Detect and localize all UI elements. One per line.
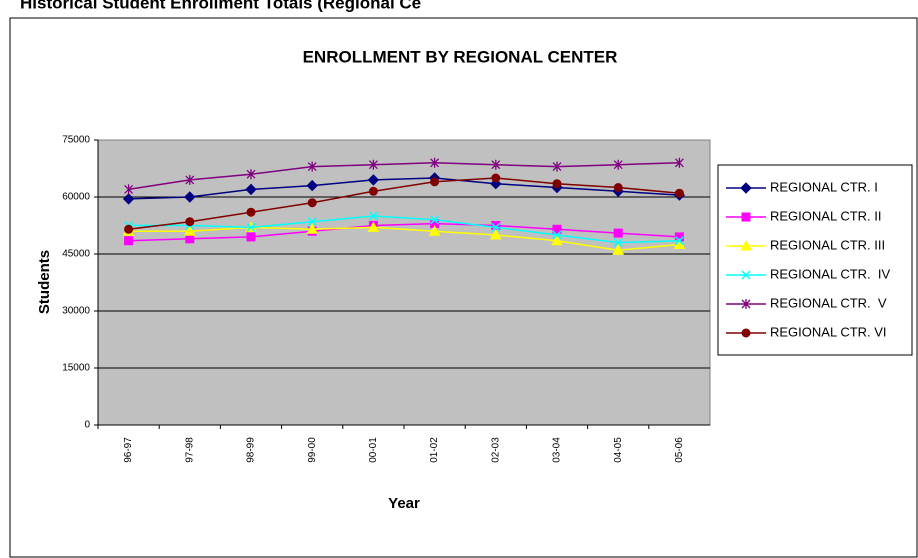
marker [124, 184, 134, 195]
legend-label: REGIONAL CTR. IV [770, 266, 890, 281]
marker [613, 159, 623, 170]
marker [489, 228, 502, 240]
marker [245, 183, 257, 196]
x-axis-label: Year [388, 495, 420, 512]
marker [124, 224, 134, 234]
x-tick-label: 04-05 [613, 437, 624, 463]
x-tick-label: 96-97 [123, 437, 134, 463]
marker [368, 211, 378, 221]
y-tick-label: 15000 [62, 363, 90, 374]
legend-label: REGIONAL CTR. V [770, 295, 887, 310]
marker [613, 238, 623, 248]
series-line [128, 177, 680, 231]
marker [307, 198, 317, 208]
marker [183, 225, 196, 236]
y-tick-label: 0 [84, 420, 90, 431]
marker [612, 244, 625, 255]
x-tick-label: 98-99 [246, 437, 257, 463]
series-line [128, 226, 680, 251]
series-line [128, 222, 680, 242]
y-tick-label: 45000 [62, 249, 90, 260]
marker [368, 159, 378, 170]
marker [674, 188, 684, 198]
legend-label: REGIONAL CTR. I [770, 179, 878, 194]
marker [246, 169, 256, 180]
marker [430, 215, 440, 225]
y-tick-label: 60000 [62, 192, 90, 203]
marker [185, 234, 195, 244]
marker [741, 299, 751, 309]
marker [367, 221, 380, 232]
marker [741, 328, 751, 338]
marker [185, 174, 195, 185]
page-caption: Historical Student Enrollment Totals (Re… [20, 0, 421, 12]
marker [552, 224, 562, 234]
series-line [128, 215, 680, 244]
marker [740, 239, 752, 251]
marker [246, 232, 256, 242]
marker [368, 186, 378, 196]
marker [552, 161, 562, 172]
marker [307, 217, 317, 227]
marker [491, 173, 501, 183]
x-tick-label: 05-06 [674, 437, 685, 463]
marker [246, 222, 256, 232]
series-line [128, 162, 680, 191]
marker [491, 222, 501, 232]
marker [184, 191, 196, 203]
marker [741, 270, 751, 280]
legend-label: REGIONAL CTR. II [770, 208, 881, 223]
marker [428, 225, 441, 236]
marker [552, 230, 562, 240]
marker [122, 193, 135, 205]
series-line [128, 177, 680, 200]
marker [430, 177, 440, 187]
marker [741, 212, 751, 222]
marker [306, 179, 318, 192]
marker [740, 182, 752, 194]
x-tick-label: 97-98 [184, 437, 195, 463]
marker [674, 157, 684, 168]
x-tick-label: 01-02 [429, 437, 440, 463]
marker [552, 179, 562, 189]
marker [307, 161, 317, 172]
marker [613, 183, 623, 192]
x-tick-label: 03-04 [552, 437, 563, 463]
legend-label: REGIONAL CTR. III [770, 237, 885, 252]
marker [246, 207, 256, 217]
x-tick-label: 02-03 [490, 437, 501, 463]
marker [185, 217, 195, 227]
legend [717, 164, 913, 356]
legend-label: REGIONAL CTR. VI [770, 324, 887, 339]
chart-title: ENROLLMENT BY REGIONAL CENTER [303, 47, 618, 66]
x-tick-label: 99-00 [307, 437, 318, 463]
marker [430, 157, 440, 168]
marker [367, 174, 380, 186]
marker [551, 234, 563, 246]
x-tick-label: 00-01 [368, 437, 379, 463]
y-axis-label: Students [36, 250, 53, 314]
marker [306, 223, 319, 234]
marker [124, 236, 134, 246]
marker [674, 236, 684, 246]
marker [613, 228, 623, 238]
y-tick-label: 75000 [62, 135, 90, 146]
marker [491, 159, 501, 170]
y-tick-label: 30000 [62, 306, 90, 317]
